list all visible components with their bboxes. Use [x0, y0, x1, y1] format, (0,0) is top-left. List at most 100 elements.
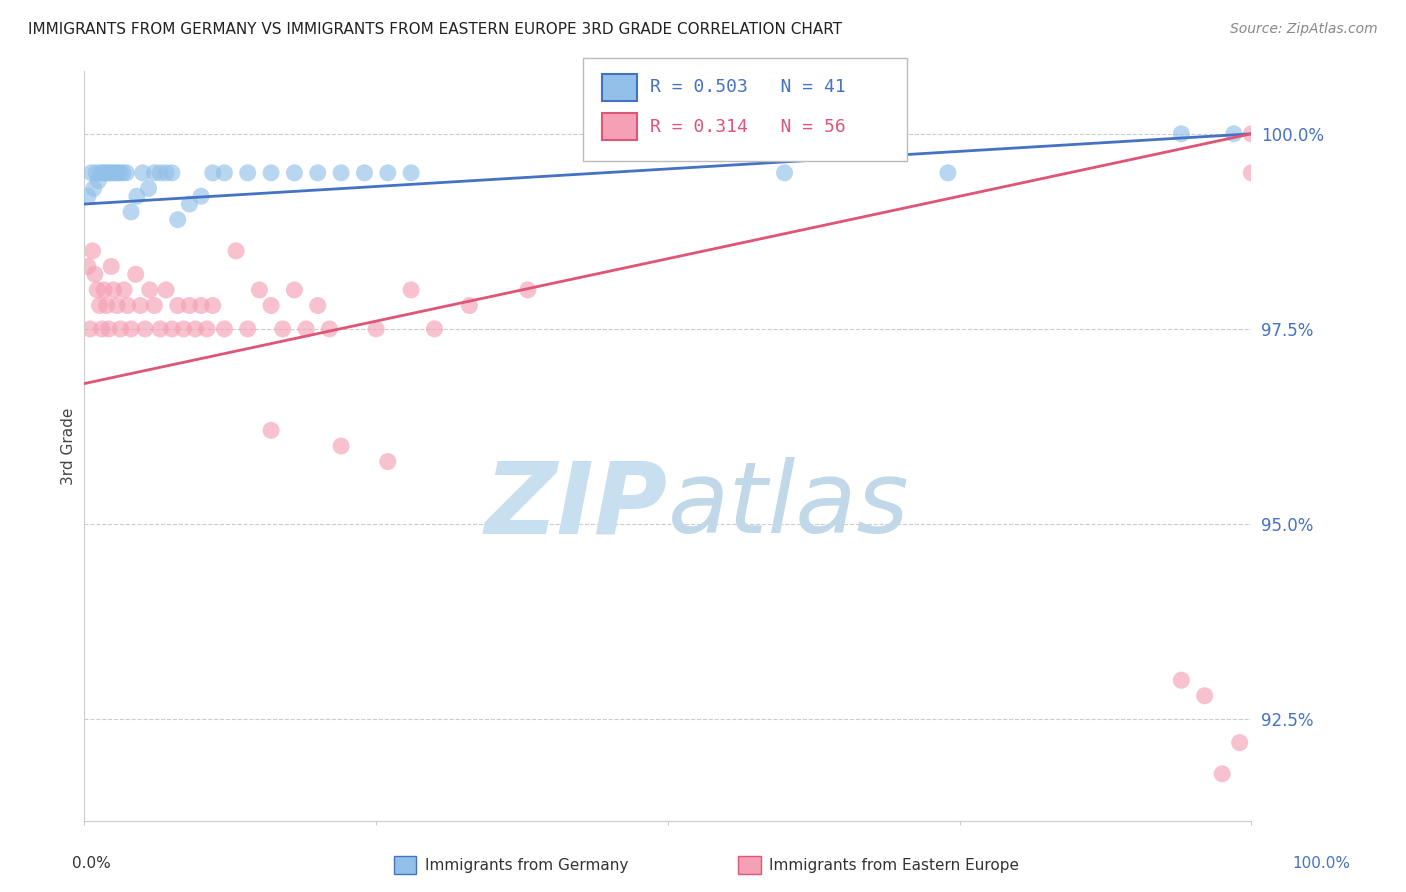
- Point: [84, 166, 107, 180]
- Point: [1194, 689, 1216, 703]
- Point: [260, 166, 283, 180]
- Point: [83, 268, 105, 282]
- Point: [160, 322, 183, 336]
- Text: Immigrants from Germany: Immigrants from Germany: [425, 858, 628, 872]
- Point: [117, 299, 139, 313]
- Point: [93, 283, 115, 297]
- Point: [307, 299, 329, 313]
- Text: 0.0%: 0.0%: [72, 856, 111, 871]
- Point: [97, 322, 120, 336]
- Point: [98, 166, 121, 180]
- Point: [104, 166, 127, 180]
- Point: [318, 322, 340, 336]
- Point: [94, 166, 117, 180]
- Point: [155, 283, 177, 297]
- Point: [516, 283, 538, 297]
- Point: [166, 212, 188, 227]
- Point: [1229, 736, 1251, 750]
- Point: [283, 166, 305, 180]
- Point: [90, 322, 112, 336]
- Point: [100, 260, 122, 274]
- Point: [105, 166, 128, 180]
- Point: [155, 166, 177, 180]
- Point: [138, 283, 160, 297]
- Point: [236, 322, 259, 336]
- Point: [91, 166, 114, 180]
- Point: [377, 166, 399, 180]
- Point: [149, 166, 172, 180]
- Point: [101, 166, 124, 180]
- Text: Source: ZipAtlas.com: Source: ZipAtlas.com: [1230, 22, 1378, 37]
- Point: [120, 322, 142, 336]
- Point: [166, 299, 188, 313]
- Point: [115, 166, 138, 180]
- Point: [1170, 673, 1192, 688]
- Point: [160, 166, 183, 180]
- Point: [96, 299, 118, 313]
- Point: [190, 189, 212, 203]
- Point: [132, 166, 155, 180]
- Point: [249, 283, 271, 297]
- Point: [936, 166, 959, 180]
- Point: [90, 166, 112, 180]
- Text: ZIP: ZIP: [485, 458, 668, 555]
- Point: [143, 166, 166, 180]
- Point: [236, 166, 259, 180]
- Text: R = 0.314   N = 56: R = 0.314 N = 56: [650, 118, 845, 136]
- Point: [143, 299, 166, 313]
- Point: [138, 181, 160, 195]
- Point: [458, 299, 481, 313]
- Point: [353, 166, 375, 180]
- Point: [134, 322, 156, 336]
- Point: [1223, 127, 1246, 141]
- Text: 100.0%: 100.0%: [1292, 856, 1351, 871]
- Point: [125, 268, 148, 282]
- Point: [173, 322, 195, 336]
- Point: [201, 166, 224, 180]
- Point: [105, 299, 128, 313]
- Point: [89, 299, 111, 313]
- Y-axis label: 3rd Grade: 3rd Grade: [60, 408, 76, 484]
- Point: [225, 244, 247, 258]
- Point: [366, 322, 388, 336]
- Point: [214, 322, 236, 336]
- Text: Immigrants from Eastern Europe: Immigrants from Eastern Europe: [769, 858, 1019, 872]
- Point: [195, 322, 218, 336]
- Point: [125, 189, 148, 203]
- Point: [295, 322, 318, 336]
- Point: [260, 299, 283, 313]
- Point: [190, 299, 212, 313]
- Point: [330, 166, 353, 180]
- Point: [307, 166, 329, 180]
- Point: [1240, 166, 1263, 180]
- Point: [76, 260, 98, 274]
- Point: [377, 455, 399, 469]
- Point: [260, 423, 283, 437]
- Point: [86, 283, 108, 297]
- Point: [184, 322, 207, 336]
- Point: [82, 244, 104, 258]
- Point: [773, 166, 796, 180]
- Point: [201, 299, 224, 313]
- Text: atlas: atlas: [668, 458, 910, 555]
- Point: [108, 166, 131, 180]
- Point: [80, 166, 103, 180]
- Point: [330, 439, 353, 453]
- Point: [79, 322, 101, 336]
- Point: [423, 322, 446, 336]
- Point: [283, 283, 305, 297]
- Point: [271, 322, 294, 336]
- Point: [129, 299, 152, 313]
- Point: [97, 166, 120, 180]
- Point: [111, 166, 134, 180]
- Point: [179, 197, 201, 211]
- Point: [112, 283, 135, 297]
- Point: [149, 322, 172, 336]
- Point: [83, 181, 105, 195]
- Point: [179, 299, 201, 313]
- Text: IMMIGRANTS FROM GERMANY VS IMMIGRANTS FROM EASTERN EUROPE 3RD GRADE CORRELATION : IMMIGRANTS FROM GERMANY VS IMMIGRANTS FR…: [28, 22, 842, 37]
- Point: [110, 322, 132, 336]
- Point: [1240, 127, 1263, 141]
- Point: [103, 283, 125, 297]
- Point: [399, 166, 422, 180]
